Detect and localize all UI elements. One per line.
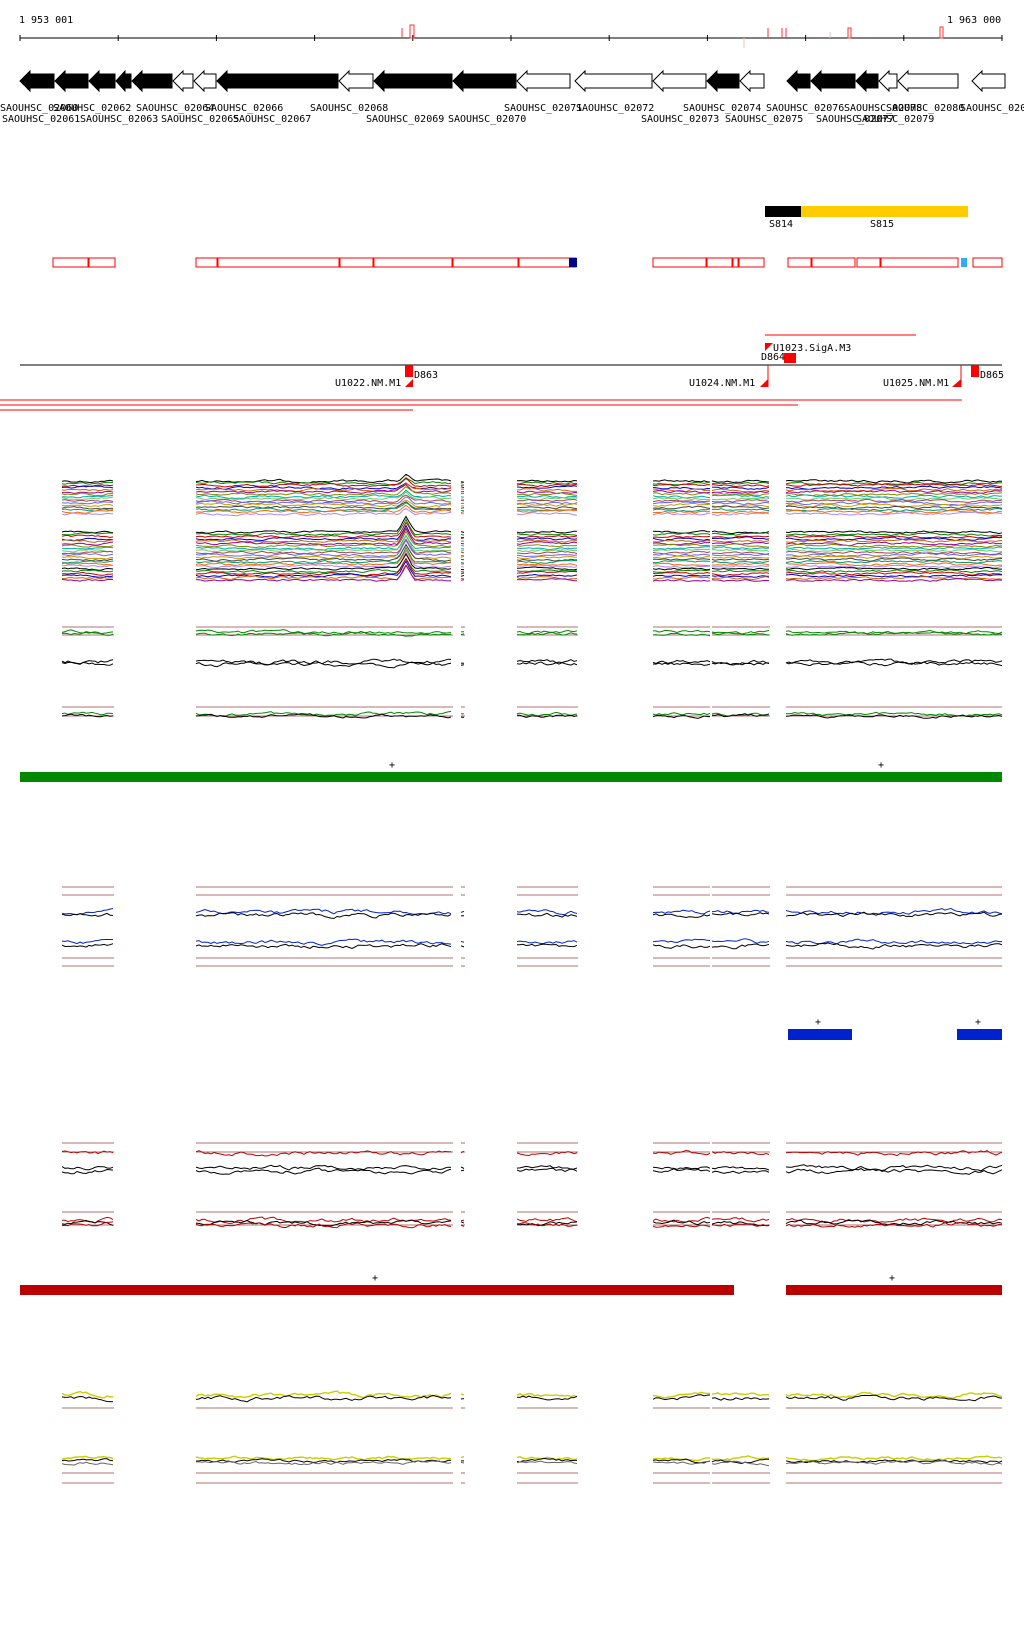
gene-arrow[interactable] <box>19 69 55 93</box>
gene-arrow[interactable] <box>786 69 811 93</box>
segment-s815-label: S815 <box>870 219 894 230</box>
gene-saouhsc_02079[interactable]: SAOUHSC_02079 <box>856 69 934 125</box>
gene-arrow[interactable] <box>971 69 1006 93</box>
green-bar-plus-marker-1: + <box>389 760 395 771</box>
gene-arrow[interactable] <box>897 69 959 93</box>
gene-label: SAOUHSC_02071 <box>504 103 582 114</box>
gene-arrow[interactable] <box>373 69 453 93</box>
gene-label: SAOUHSC_02080 <box>886 103 964 114</box>
gene-saouhsc_02080[interactable]: SAOUHSC_02080 <box>886 69 964 114</box>
gene-label: SAOUHSC_02061 <box>2 114 80 125</box>
transcript-u1022-label: U1022.NM.M1 <box>335 378 401 389</box>
gene-label: SAOUHSC_02070 <box>448 114 526 125</box>
gene-label: SAOUHSC_02066 <box>205 103 283 114</box>
green-bar-plus-marker-2: + <box>878 760 884 771</box>
gene-arrow[interactable] <box>131 69 173 93</box>
gene-arrow[interactable] <box>878 69 898 93</box>
gene-label: SAOUHSC_02079 <box>856 114 934 125</box>
gene-label: SAOUHSC_02081 <box>960 103 1024 114</box>
blue-bar-plus-marker-2: + <box>975 1017 981 1028</box>
site-d865-label: D865 <box>980 370 1004 381</box>
gene-label: SAOUHSC_02076 <box>766 103 844 114</box>
ruler-marks <box>401 24 944 48</box>
gene-saouhsc_02063[interactable]: SAOUHSC_02063 <box>80 69 158 125</box>
segment-s814-bar[interactable] <box>765 206 801 217</box>
gene-label: SAOUHSC_02060 <box>0 103 78 114</box>
gene-saouhsc_02066[interactable]: SAOUHSC_02066 <box>193 69 283 114</box>
gene-label: SAOUHSC_02067 <box>233 114 311 125</box>
red-strand-bars: + + <box>20 1273 1002 1295</box>
gene-saouhsc_02077[interactable]: SAOUHSC_02077 <box>810 69 894 125</box>
red-bar-plus-marker-1: + <box>372 1273 378 1284</box>
gene-arrow[interactable] <box>88 69 116 93</box>
gene-label: SAOUHSC_02075 <box>725 114 803 125</box>
gene-track: SAOUHSC_02060SAOUHSC_02061SAOUHSC_02062S… <box>0 69 1024 125</box>
gene-label: SAOUHSC_02074 <box>683 103 761 114</box>
gene-saouhsc_02061[interactable]: SAOUHSC_02061 <box>2 69 89 125</box>
regulatory-feature-track: U1023.SigA.M3 D864 D863 U1022.NM.M1 U102… <box>0 334 1004 411</box>
expression-box-track <box>52 257 1003 268</box>
gene-saouhsc_02074[interactable]: SAOUHSC_02074 <box>683 69 761 114</box>
gene-saouhsc_02071[interactable]: SAOUHSC_02071 <box>504 69 582 114</box>
site-d863-label: D863 <box>414 370 438 381</box>
ruler-start-label: 1 953 001 <box>19 15 73 26</box>
gene-arrow[interactable] <box>574 69 653 93</box>
gene-arrow[interactable] <box>54 69 89 93</box>
red-bar-plus-marker-2: + <box>889 1273 895 1284</box>
gene-arrow[interactable] <box>338 69 374 93</box>
gene-saouhsc_02075[interactable]: SAOUHSC_02075 <box>725 69 803 125</box>
gene-label: SAOUHSC_02072 <box>576 103 654 114</box>
gene-label: SAOUHSC_02078 <box>844 103 922 114</box>
gene-label: SAOUHSC_02073 <box>641 114 719 125</box>
gene-saouhsc_02081[interactable]: SAOUHSC_02081 <box>960 69 1024 114</box>
gene-arrow[interactable] <box>452 69 517 93</box>
gene-saouhsc_02060[interactable]: SAOUHSC_02060 <box>0 69 78 114</box>
transcript-u1025-label: U1025.NM.M1 <box>883 378 949 389</box>
site-d864-label: D864 <box>761 352 785 363</box>
gene-saouhsc_02069[interactable]: SAOUHSC_02069 <box>366 69 453 125</box>
gene-arrow[interactable] <box>115 69 132 93</box>
gene-arrow[interactable] <box>739 69 765 93</box>
gene-arrow[interactable] <box>652 69 707 93</box>
segment-track: S814 S815 <box>765 206 968 230</box>
gene-arrow[interactable] <box>216 69 339 93</box>
segment-s814-label: S814 <box>769 219 793 230</box>
gene-saouhsc_02068[interactable]: SAOUHSC_02068 <box>310 69 388 114</box>
transcript-u1024-label: U1024.NM.M1 <box>689 378 755 389</box>
gene-label: SAOUHSC_02065 <box>161 114 239 125</box>
gene-arrow[interactable] <box>516 69 571 93</box>
promoter-label: U1023.SigA.M3 <box>773 343 851 354</box>
gene-label: SAOUHSC_02068 <box>310 103 388 114</box>
gene-saouhsc_02072[interactable]: SAOUHSC_02072 <box>574 69 654 114</box>
gene-saouhsc_02070[interactable]: SAOUHSC_02070 <box>448 69 526 125</box>
segment-s815-bar[interactable] <box>801 206 968 217</box>
ruler-end-label: 1 963 000 <box>947 15 1001 26</box>
gene-arrow[interactable] <box>810 69 856 93</box>
gene-saouhsc_02062[interactable]: SAOUHSC_02062 <box>53 69 131 114</box>
gene-saouhsc_02067[interactable]: SAOUHSC_02067 <box>216 69 339 125</box>
blue-bar-plus-marker-1: + <box>815 1017 821 1028</box>
coordinate-ruler: 1 953 001 1 963 000 <box>19 15 1003 48</box>
gene-saouhsc_02064[interactable]: SAOUHSC_02064 <box>131 69 214 114</box>
gene-saouhsc_02065[interactable]: SAOUHSC_02065 <box>161 69 239 125</box>
gene-label: SAOUHSC_02069 <box>366 114 444 125</box>
gene-arrow[interactable] <box>172 69 194 93</box>
gene-arrow[interactable] <box>855 69 879 93</box>
gene-label: SAOUHSC_02064 <box>136 103 214 114</box>
blue-strand-bars: + + <box>788 1017 1002 1040</box>
signal-tracks <box>61 473 1003 1484</box>
gene-saouhsc_02078[interactable]: SAOUHSC_02078 <box>844 69 922 114</box>
gene-arrow[interactable] <box>193 69 217 93</box>
gene-arrow[interactable] <box>706 69 740 93</box>
gene-saouhsc_02076[interactable]: SAOUHSC_02076 <box>766 69 844 114</box>
green-strand-bar: + + <box>20 760 1002 782</box>
gene-saouhsc_02073[interactable]: SAOUHSC_02073 <box>641 69 719 125</box>
gene-label: SAOUHSC_02063 <box>80 114 158 125</box>
gene-label: SAOUHSC_02077 <box>816 114 894 125</box>
gene-label: SAOUHSC_02062 <box>53 103 131 114</box>
